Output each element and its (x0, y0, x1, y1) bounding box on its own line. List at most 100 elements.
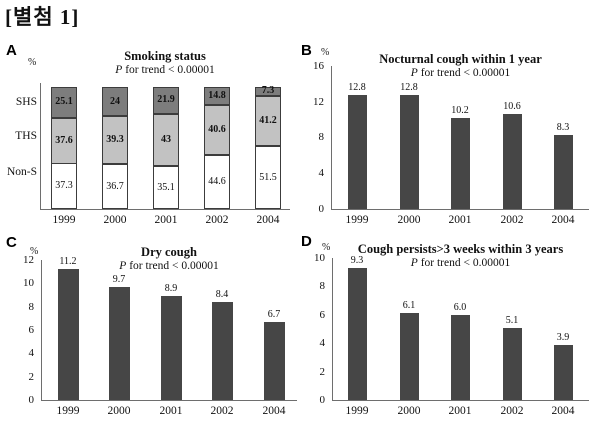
segment-value-label: 43 (161, 134, 171, 145)
panel-d-cough-persists: D % Cough persists>3 weeks within 3 year… (296, 230, 600, 423)
chart-subtitle: P for trend < 0.00001 (332, 66, 589, 80)
p-symbol: P (410, 67, 418, 79)
y-tick-label: 8 (28, 301, 35, 313)
bar-value-label: 6.0 (453, 302, 467, 313)
x-axis-line (41, 400, 297, 401)
y-tick-label: 4 (318, 167, 325, 179)
bar-segment (255, 87, 281, 96)
bar-value-label: 6.7 (267, 309, 281, 320)
bar-segment (255, 96, 281, 146)
y-axis-unit-label: % (322, 242, 331, 253)
y-tick-label: 10 (314, 252, 325, 264)
x-tick-label: 2002 (205, 214, 229, 226)
bar-segment (51, 87, 77, 118)
y-tick-label: 12 (313, 96, 324, 108)
chart-subtitle: P for trend < 0.00001 (40, 63, 290, 77)
bar (211, 302, 233, 400)
chart-a-plot: 1999 2000 2001 2002 2004 SHS THS Non-S 37.3 37.6 2… (0, 38, 296, 230)
segment-value-label: 25.1 (55, 96, 73, 107)
y-tick-label: 4 (28, 347, 35, 359)
x-tick-label: 2004 (551, 405, 575, 417)
x-tick-label: 2000 (397, 214, 421, 226)
chart-c-header: Dry cough P for trend < 0.00001 (41, 245, 297, 273)
bar (108, 287, 130, 400)
bar-value-label: 8.9 (164, 283, 178, 294)
bar-value-label: 10.6 (503, 101, 521, 112)
bar (399, 95, 419, 209)
panel-c-dry-cough: C % Dry cough P for trend < 0.00001 0 2 4 6… (0, 230, 297, 423)
bar (347, 268, 367, 400)
x-tick-label: 1999 (52, 214, 76, 226)
y-axis-line (332, 258, 333, 400)
segment-value-label: 40.6 (208, 124, 226, 135)
y-tick-label: 6 (319, 309, 326, 321)
chart-subtitle: P for trend < 0.00001 (332, 256, 589, 270)
bar-segment (153, 114, 179, 166)
chart-title: Cough persists>3 weeks within 3 years (357, 242, 564, 256)
y-tick-label: 2 (319, 366, 326, 378)
x-tick-label: 2001 (159, 405, 183, 417)
segment-value-label: 51.5 (259, 172, 277, 183)
p-symbol: P (119, 260, 127, 272)
bar (502, 114, 522, 209)
bar-segment (153, 87, 179, 114)
bar (502, 328, 522, 400)
x-tick-label: 2002 (210, 405, 234, 417)
x-tick-label: 2004 (256, 214, 280, 226)
y-tick-label: 0 (318, 203, 325, 215)
p-symbol: P (115, 64, 123, 76)
attachment-title: [별첨 1] (5, 5, 80, 29)
panel-b-nocturnal-cough: B % Nocturnal cough within 1 year P for … (296, 38, 600, 230)
y-tick-label: 4 (319, 337, 326, 349)
panel-letter-d: D (301, 233, 312, 250)
y-axis-unit-label: % (30, 246, 39, 257)
chart-d-header: Cough persists>3 weeks within 3 years P … (332, 242, 589, 270)
bar (450, 118, 470, 209)
bar-value-label: 12.8 (400, 82, 418, 93)
x-tick-label: 1999 (345, 214, 369, 226)
bar-segment (255, 146, 281, 209)
bar-value-label: 9.7 (112, 274, 126, 285)
chart-c-plot: 0 2 4 6 8 10 12 1999 2000 2001 2002 2004 11.2 9.7 8.9 8… (0, 230, 297, 423)
x-tick-label: 2001 (448, 214, 472, 226)
trend-text: for trend < 0.00001 (417, 67, 511, 79)
bar-segment (102, 116, 128, 164)
x-axis-line (331, 209, 589, 210)
p-symbol: P (410, 257, 418, 269)
row-label: SHS (15, 96, 37, 108)
bar-segment (51, 163, 77, 209)
y-axis-unit-label: % (28, 57, 37, 68)
bar (347, 95, 367, 209)
bar-value-label: 3.9 (556, 332, 570, 343)
chart-b-header: Nocturnal cough within 1 year P for tren… (332, 52, 589, 80)
bar-value-label: 9.3 (350, 255, 364, 266)
segment-value-label: 7.3 (261, 85, 275, 96)
y-tick-label: 12 (23, 254, 34, 266)
x-tick-label: 1999 (56, 405, 80, 417)
segment-value-label: 37.3 (55, 180, 73, 191)
bar-value-label: 8.3 (556, 122, 570, 133)
panel-letter-b: B (301, 42, 312, 59)
y-axis-unit-label: % (321, 47, 330, 58)
trend-text: for trend < 0.00001 (417, 257, 511, 269)
chart-title: Dry cough (141, 245, 197, 259)
y-axis-line (40, 83, 41, 209)
segment-value-label: 37.6 (55, 135, 73, 146)
bar-segment (102, 87, 128, 116)
x-tick-label: 2001 (448, 405, 472, 417)
y-tick-label: 0 (28, 394, 35, 406)
bar (160, 296, 182, 400)
y-axis-line (331, 66, 332, 209)
y-tick-label: 8 (318, 131, 325, 143)
y-tick-label: 6 (28, 324, 35, 336)
y-tick-label: 0 (319, 394, 326, 406)
y-tick-label: 10 (23, 277, 34, 289)
segment-value-label: 24 (110, 96, 120, 107)
bar (553, 135, 573, 209)
chart-subtitle: P for trend < 0.00001 (41, 259, 297, 273)
x-axis-line (40, 209, 290, 210)
x-tick-label: 2000 (397, 405, 421, 417)
x-tick-label: 2000 (103, 214, 127, 226)
segment-value-label: 44.6 (208, 176, 226, 187)
segment-value-label: 35.1 (157, 182, 175, 193)
